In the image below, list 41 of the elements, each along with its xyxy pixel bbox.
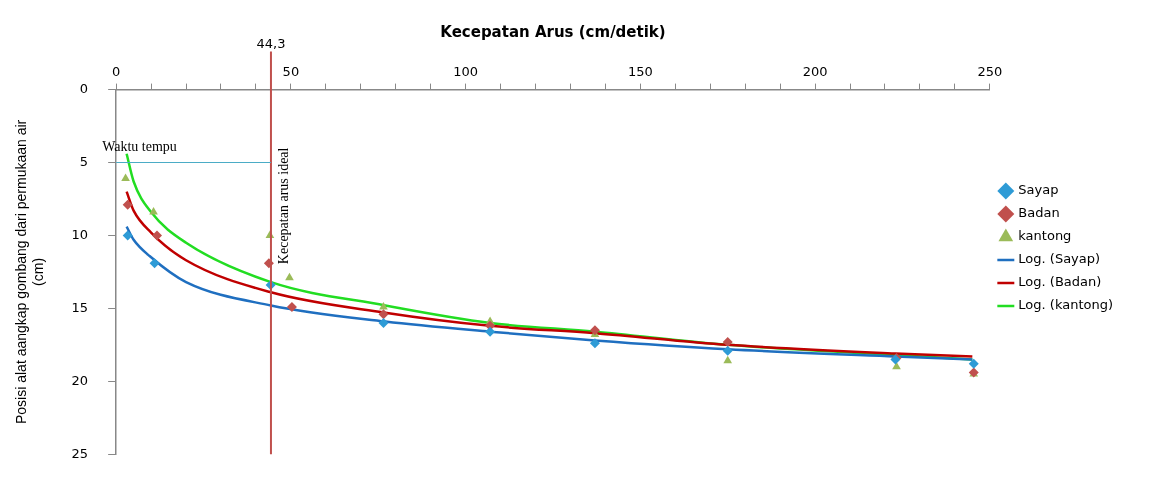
x-tick-label: 100 [453,64,479,80]
y-tick-label: 20 [71,372,89,388]
point [121,173,130,182]
point [722,345,733,356]
point [152,230,163,241]
point [485,326,496,337]
point [149,207,158,215]
point [589,325,600,336]
ref-line-label: 44,3 [256,36,286,52]
x-tick-label: 150 [627,64,653,80]
legend-label: kantong [1018,228,1072,244]
point [589,338,600,349]
x-tick-label: 50 [282,64,300,80]
ref-line-label: Waktu tempu [102,139,177,155]
point [122,230,133,241]
x-tick-label: 200 [802,64,828,80]
annotation: Kecepatan arus ideal [275,147,291,265]
x-tick-label: 0 [112,64,121,80]
legend-label: Log. (Sayap) [1018,251,1101,267]
point [378,309,389,320]
legend-label: Badan [1018,205,1060,221]
point [723,355,733,364]
y-tick-label: 15 [71,299,89,315]
point [378,317,389,328]
x-tick-label: 250 [977,64,1003,80]
point [149,258,160,269]
point [379,301,388,310]
legend-label: Sayap [1018,182,1059,198]
point [122,199,133,210]
legend-label: Log. (Badan) [1018,274,1102,290]
point [286,301,297,312]
point [968,358,979,369]
y-tick-label: 25 [71,445,89,461]
legend-label: Log. (kantong) [1018,297,1114,313]
x-axis-title: Kecepatan Arus (cm/detik) [440,22,666,41]
point [285,272,294,281]
y-tick-label: 10 [71,226,89,242]
y-tick-label: 0 [79,80,89,96]
point [722,336,733,347]
y-axis-title: Posisi alat aangkap gombang dari permukaan air (cm) [13,119,47,425]
y-tick-label: 5 [79,153,89,169]
